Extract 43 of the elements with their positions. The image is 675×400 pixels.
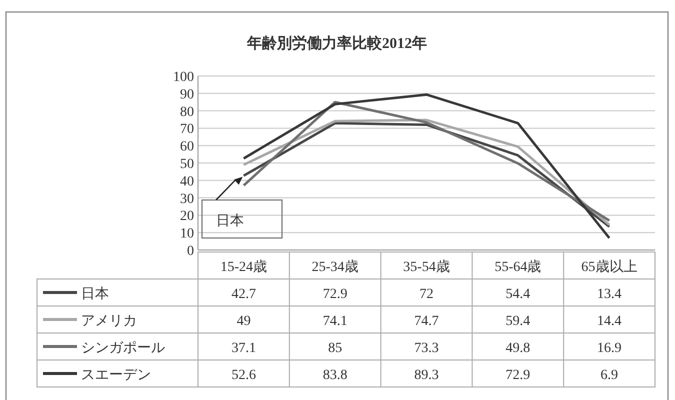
data-label: 6.9	[600, 368, 618, 383]
x-tick-label: 35-54歳	[403, 259, 450, 275]
data-label: 13.4	[597, 287, 622, 302]
y-tick-label: 90	[180, 87, 194, 102]
data-label: 72.9	[322, 287, 348, 302]
data-label: 37.1	[231, 341, 256, 356]
legend-label: 日本	[81, 286, 109, 302]
data-label: 89.3	[414, 368, 439, 383]
legend-label: アメリカ	[81, 314, 137, 329]
y-tick-label: 100	[173, 70, 194, 85]
data-label: 49.8	[506, 341, 530, 356]
legend-label: シンガポール	[81, 341, 165, 356]
data-label: 83.8	[322, 368, 348, 383]
y-tick-label: 0	[187, 244, 194, 259]
data-label: 85	[328, 341, 342, 356]
data-label: 16.9	[597, 341, 622, 356]
y-tick-label: 40	[180, 174, 194, 190]
data-label: 42.7	[231, 287, 256, 302]
y-tick-label: 30	[180, 192, 194, 207]
y-tick-label: 20	[180, 209, 194, 224]
x-tick-label: 55-64歳	[494, 259, 542, 275]
data-label: 49	[236, 314, 251, 329]
data-label: 74.7	[414, 314, 439, 329]
y-tick-label: 10	[180, 226, 194, 242]
data-label: 14.4	[597, 314, 622, 329]
x-tick-label: 15-24歳	[220, 259, 268, 275]
data-label: 59.4	[506, 314, 530, 329]
line-series	[242, 93, 611, 240]
annotation: 日本	[216, 213, 244, 229]
legend-label: スエーデン	[81, 368, 151, 383]
y-tick-label: 70	[180, 122, 194, 138]
chart-title: 年齢別労働力率比較2012年	[246, 34, 427, 52]
data-label: 52.6	[231, 368, 256, 383]
data-label: 74.1	[322, 314, 348, 329]
data-label: 73.3	[414, 341, 439, 356]
data-label: 72	[420, 287, 434, 302]
data-label: 72.9	[506, 368, 530, 383]
y-tick-label: 60	[180, 140, 194, 155]
x-tick-label: 25-34歳	[312, 259, 358, 275]
data-label: 54.4	[506, 287, 530, 302]
y-tick-label: 80	[180, 104, 194, 120]
y-tick-label: 50	[180, 157, 194, 172]
x-tick-label: 65歳以上	[581, 259, 638, 275]
